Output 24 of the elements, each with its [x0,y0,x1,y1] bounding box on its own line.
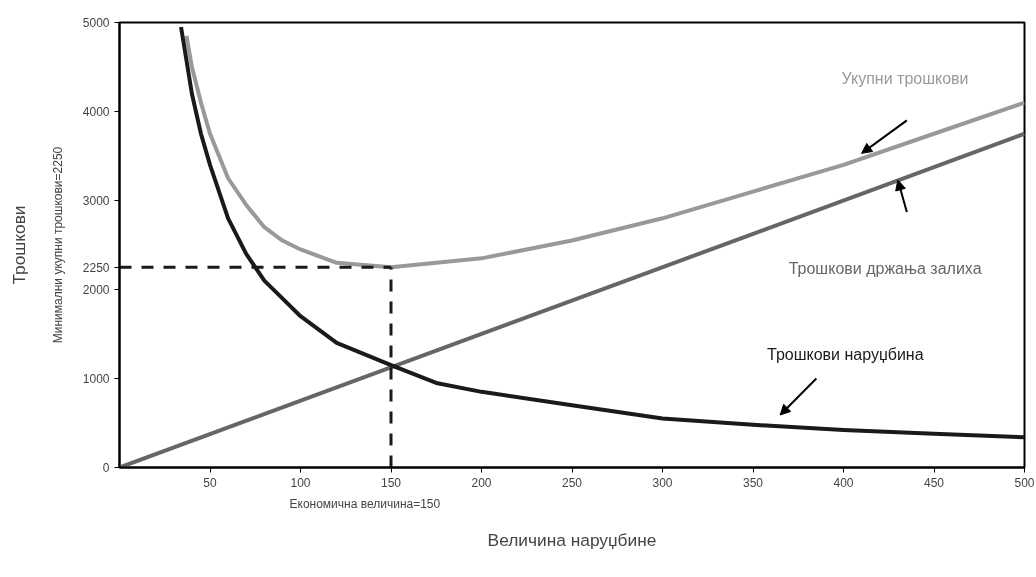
y-tick-label: 2000 [82,283,110,297]
y-axis-title: Трошкови [8,205,29,285]
x-tick-label: 350 [742,475,764,490]
y-tick-label: 5000 [82,16,110,30]
x-axis-title: Величина наруџбине [487,530,657,550]
x-tick-label: 50 [203,475,217,490]
x-tick-label: 400 [833,475,854,490]
x-tick-label: 100 [290,475,311,490]
x-tick-label: 200 [471,475,492,490]
text: Минимални укупни трошкови=2250 [50,146,65,344]
x-tick-label: 300 [652,475,673,490]
x-tick-label: 450 [923,475,945,490]
x-tick-label: 500 [1014,475,1035,490]
x-tick-label: 250 [561,475,583,490]
y-tick-label: 2250 [82,260,110,275]
text: Трошкови наруџбина [767,345,924,363]
y-tick-label: 3000 [82,194,110,208]
text: Укупни трошкови [841,70,969,88]
text: Економична величина=150 [289,496,441,511]
x-tick-label: 150 [380,475,402,490]
text: Трошкови држања залиха [788,260,982,277]
y-tick-label: 4000 [82,105,110,119]
y-tick-label: 1000 [82,372,110,386]
y-tick-label: 0 [102,461,110,475]
